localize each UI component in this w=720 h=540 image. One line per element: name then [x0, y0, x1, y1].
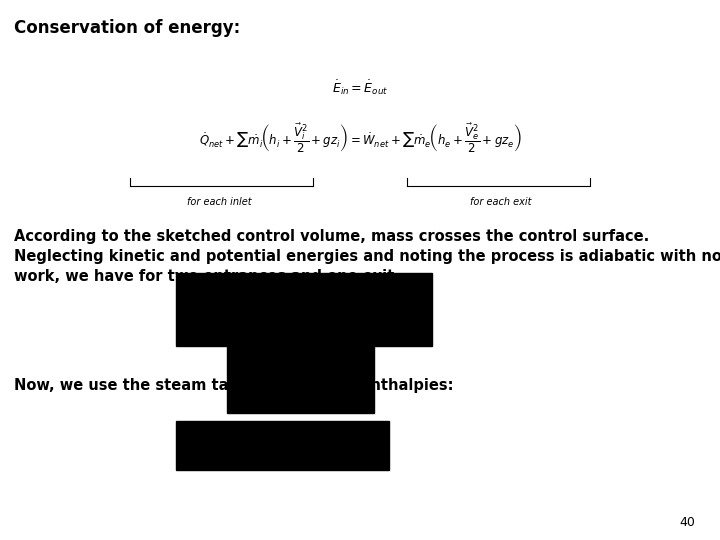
Bar: [176, 273, 432, 346]
Bar: [176, 421, 389, 470]
Text: for each inlet: for each inlet: [187, 197, 252, 207]
Text: for each exit: for each exit: [469, 197, 531, 207]
Text: $\dot{E}_{in} = \dot{E}_{out}$: $\dot{E}_{in} = \dot{E}_{out}$: [332, 78, 388, 97]
Text: 40: 40: [679, 516, 695, 529]
Text: Conservation of energy:: Conservation of energy:: [14, 19, 240, 37]
Text: Now, we use the steam tables to find the enthalpies:: Now, we use the steam tables to find the…: [14, 378, 454, 393]
Text: $\dot{Q}_{net} + \sum \dot{m}_i \!\left( h_i + \dfrac{\vec{V}_i^2}{2} + gz_i \ri: $\dot{Q}_{net} + \sum \dot{m}_i \!\left(…: [199, 122, 521, 154]
Bar: [227, 343, 374, 413]
Text: According to the sketched control volume, mass crosses the control surface.
Negl: According to the sketched control volume…: [14, 230, 720, 284]
